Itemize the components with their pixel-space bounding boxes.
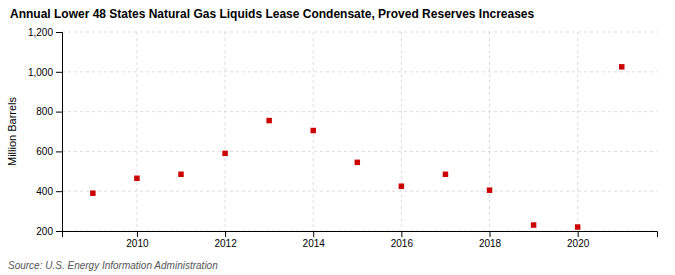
y-axis: 200 400 600 800 1,000 1,200 [28,27,63,237]
tick-mark [225,231,226,237]
title: Annual Lower 48 States Natural Gas Liqui… [10,7,535,21]
tick-mark [578,231,579,237]
tick: 600 [36,146,62,157]
tick-label: 2020 [567,238,590,249]
point [443,172,448,177]
tick-label: 800 [36,106,53,117]
point [531,222,536,227]
grid-line [62,151,657,152]
x-axis: 2010 2012 2014 2016 2018 2020 [63,231,658,249]
grid-line [401,32,402,231]
grid [62,32,657,231]
tick-label: 200 [36,226,53,237]
tick-mark [490,231,491,237]
grid-line [62,191,657,192]
grid-line [577,32,578,231]
tick: 2016 [391,231,414,249]
point [355,160,360,165]
tick-mark [56,231,62,232]
grid-line [62,111,657,112]
grid-line [62,71,657,72]
grid-line [62,32,657,33]
tick: 2012 [214,231,237,249]
tick-label: 1,000 [28,67,53,78]
tick: 2014 [303,231,326,249]
chart: 2010 2012 2014 2016 2018 2020 200 400 600 800 1,00… [0,0,675,275]
point [399,183,404,188]
tick-label: 2018 [479,238,502,249]
tick-label: 2012 [214,238,237,249]
tick: 400 [36,186,62,197]
tick-mark [56,112,62,113]
grid-line [489,32,490,231]
tick-mark [56,191,62,192]
point [178,172,183,177]
tick-mark [56,72,62,73]
y-axis-title: Million Barrels [6,96,18,166]
point [310,128,315,133]
axis-line [63,232,658,238]
tick-mark [137,231,138,237]
tick-mark [56,151,62,152]
grid-line [225,32,226,231]
grid-line [136,32,137,231]
tick: 2020 [567,231,590,249]
tick-label: 1,200 [28,27,53,38]
point [266,118,271,123]
plot: 2010 2012 2014 2016 2018 2020 200 400 600 800 1,00… [28,27,658,249]
point [90,190,95,195]
tick: 200 [36,226,62,237]
tick-label: 2014 [303,238,326,249]
tick-label: 2016 [391,238,414,249]
axis-line [56,33,63,232]
point [222,151,227,156]
point [619,64,624,69]
points [90,64,624,230]
tick: 1,200 [28,27,62,38]
source: Source: U.S. Energy Information Administ… [8,260,218,271]
tick: 800 [36,106,62,117]
tick-label: 2010 [126,238,149,249]
tick-mark [401,231,402,237]
tick-mark [313,231,314,237]
tick: 2010 [126,231,149,249]
tick: 2018 [479,231,502,249]
point [575,224,580,229]
point [487,187,492,192]
tick-label: 600 [36,146,53,157]
tick-mark [56,32,62,33]
point [134,176,139,181]
tick-label: 400 [36,186,53,197]
tick: 1,000 [28,67,62,78]
